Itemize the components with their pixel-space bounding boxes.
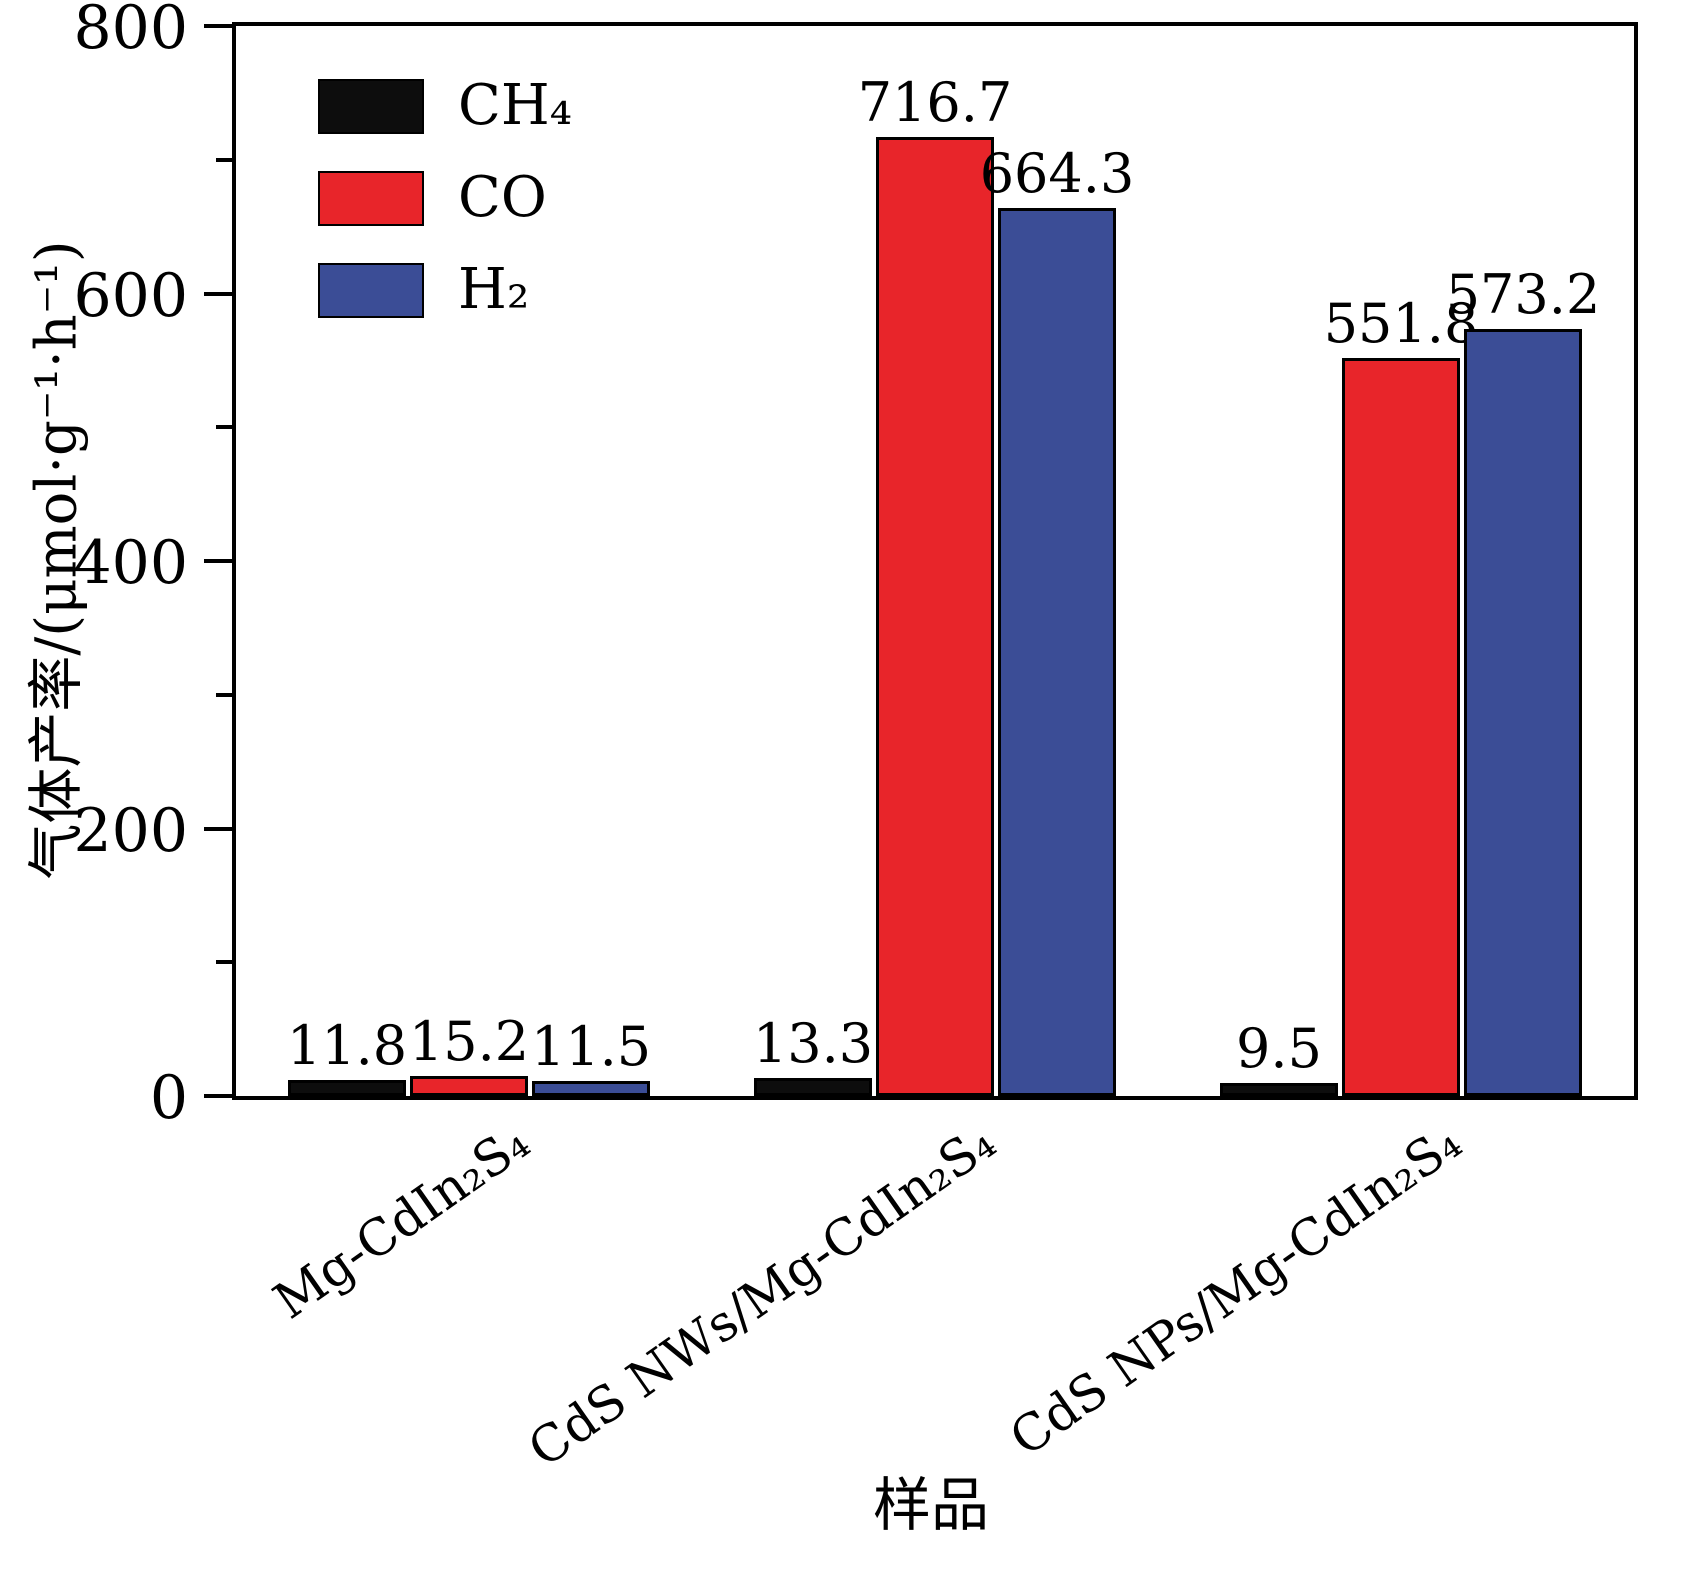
y-minor-tick xyxy=(216,157,232,162)
y-major-tick xyxy=(204,1094,232,1098)
y-minor-tick xyxy=(216,425,232,430)
bar: 551.8 xyxy=(1324,296,1478,1096)
bar-value-label: 551.8 xyxy=(1323,291,1479,355)
legend-swatch xyxy=(318,78,424,134)
bar-value-label: 716.7 xyxy=(857,71,1013,135)
y-major-tick xyxy=(204,826,232,831)
bar-value-label: 13.3 xyxy=(752,1012,874,1076)
y-tick-label: 800 xyxy=(73,0,188,63)
x-tick-label: CdS NPs/Mg-CdIn₂S₄ xyxy=(999,1112,1472,1468)
legend-label: H₂ xyxy=(458,257,530,322)
bar: 664.3 xyxy=(980,146,1134,1096)
bar: 716.7 xyxy=(858,76,1012,1096)
legend-label: CH₄ xyxy=(458,73,573,138)
x-tick-label: CdS NWs/Mg-CdIn₂S₄ xyxy=(518,1112,1006,1479)
bar: 573.2 xyxy=(1446,268,1600,1096)
bar: 13.3 xyxy=(753,1017,873,1096)
legend-swatch xyxy=(318,262,424,318)
bar: 11.8 xyxy=(287,1019,407,1096)
y-tick-label: 400 xyxy=(73,528,188,598)
bar-value-label: 9.5 xyxy=(1236,1017,1322,1081)
y-major-tick xyxy=(204,559,232,563)
bar: 11.5 xyxy=(531,1019,651,1096)
y-tick-label: 200 xyxy=(73,795,188,866)
y-tick-label: 600 xyxy=(73,260,188,331)
bar-group: 13.3 716.7 664.3 xyxy=(702,26,1168,1096)
legend-swatch xyxy=(318,170,424,226)
x-axis-title: 样品 xyxy=(872,1471,990,1539)
legend-item: H₂ xyxy=(318,262,572,318)
bar-value-label: 664.3 xyxy=(979,141,1135,205)
y-minor-tick xyxy=(216,692,232,697)
y-tick-label: 0 xyxy=(149,1063,188,1133)
y-minor-tick xyxy=(216,960,232,965)
bar-value-label: 11.5 xyxy=(530,1014,652,1078)
legend-item: CH₄ xyxy=(318,78,572,134)
bar-group: 11.8 15.2 11.5 xyxy=(236,26,702,1096)
plot-area: 0 200 400 600 800 11.8 15.2 11.5 13.3 716.7 664.3… xyxy=(73,0,1638,1128)
legend-label: CO xyxy=(458,165,547,230)
legend: CH₄ CO H₂ xyxy=(318,78,572,318)
x-tick-label: Mg-CdIn₂S₄ xyxy=(263,1112,540,1331)
bar-value-label: 15.2 xyxy=(408,1009,530,1073)
bar-value-label: 11.8 xyxy=(286,1014,408,1078)
bar-value-label: 573.2 xyxy=(1445,263,1601,327)
y-major-tick xyxy=(204,291,232,296)
y-major-tick xyxy=(204,24,232,28)
bar: 9.5 xyxy=(1220,1022,1338,1096)
y-axis-ticks: 0 200 400 600 800 xyxy=(73,0,1634,1128)
bar-groups: 11.8 15.2 11.5 13.3 716.7 664.3 9.5 551.8 573.2 xyxy=(236,26,1634,1096)
legend-item: CO xyxy=(318,170,572,226)
bar: 15.2 xyxy=(409,1014,529,1096)
bar-group: 9.5 551.8 573.2 xyxy=(1168,26,1634,1096)
